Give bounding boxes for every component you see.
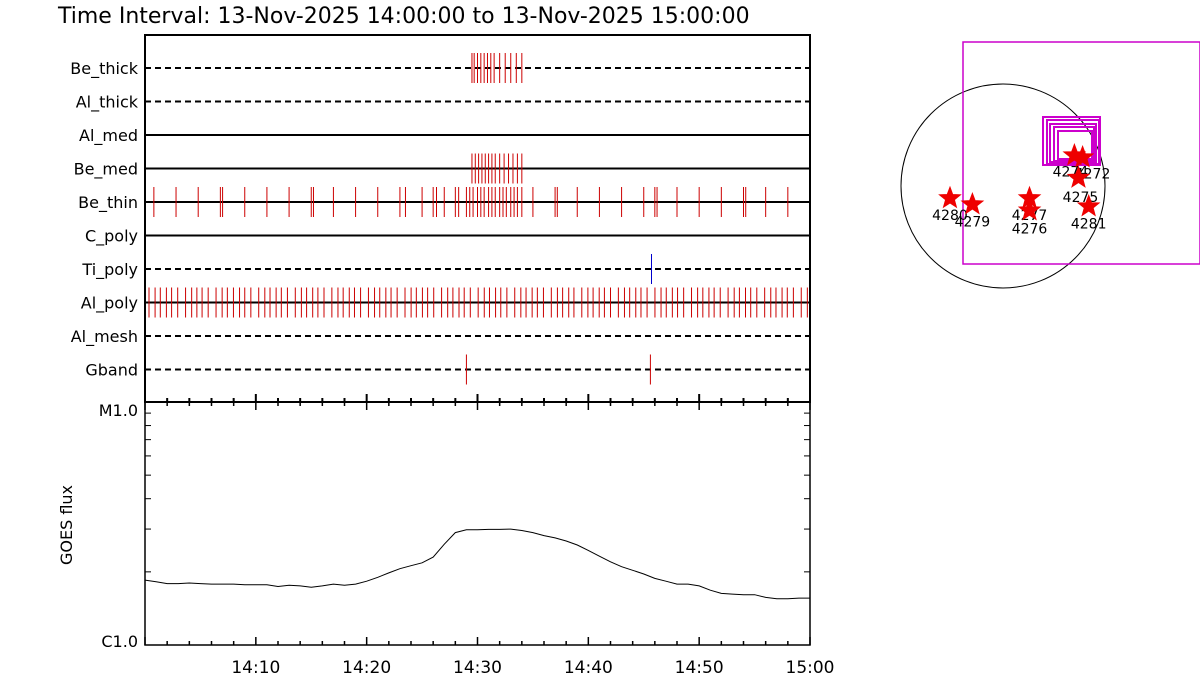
- row-label-be_med: Be_med: [74, 160, 138, 180]
- region-label: 4276: [1012, 221, 1048, 237]
- fov-box: [962, 41, 1200, 265]
- title-text: Time Interval: 13-Nov-2025 14:00:00 to 1…: [57, 4, 750, 29]
- row-label-ti_poly: Ti_poly: [81, 260, 138, 280]
- row-label-be_thick: Be_thick: [70, 59, 138, 79]
- region-star-icon: [960, 191, 985, 215]
- region-star-icon: [938, 185, 962, 209]
- row-label-al_med: Al_med: [79, 126, 138, 146]
- fov-box: [1046, 119, 1100, 165]
- solar-limb: [900, 83, 1106, 289]
- row-label-al_thick: Al_thick: [76, 93, 139, 113]
- row-label-gband: Gband: [85, 361, 138, 380]
- region-star-icon: [1070, 144, 1095, 168]
- goes-flux-chart: M1.0 C1.0 GOES flux 14:10 14:20 14:30 14:40 14:…: [57, 401, 835, 678]
- y-axis-label: GOES flux: [57, 485, 76, 565]
- xtick-label: 14:40: [564, 658, 613, 678]
- region-label: 4280: [932, 208, 968, 224]
- timeline-chart: Be_thick Al_thick Al_med Be_med Be_thin C_pol…: [70, 34, 811, 403]
- region-star-icon: [1017, 198, 1042, 221]
- xtick-label: 14:30: [453, 658, 502, 678]
- xtick-label: 15:00: [786, 658, 835, 678]
- region-label: 4281: [1071, 216, 1107, 232]
- row-label-be_thin: Be_thin: [78, 193, 138, 213]
- ytick-label: M1.0: [99, 401, 138, 420]
- timeline-frame: [144, 34, 811, 403]
- xtick-label: 14:10: [231, 658, 280, 678]
- row-label-al_mesh: Al_mesh: [71, 327, 138, 347]
- xtick-label: 14:50: [675, 658, 724, 678]
- region-star-icon: [1066, 165, 1091, 188]
- row-label-c_poly: C_poly: [85, 227, 138, 247]
- ytick-label: C1.0: [101, 632, 138, 651]
- xtick-label: 14:20: [342, 658, 391, 678]
- goes-flux-line: [144, 528, 810, 600]
- goes-frame: [144, 401, 811, 646]
- region-label: 4279: [955, 214, 991, 230]
- fov-box: [1053, 126, 1095, 162]
- region-label: 4277: [1012, 208, 1048, 224]
- row-label-al_poly: Al_poly: [81, 294, 138, 314]
- region-star-icon: [1076, 193, 1101, 217]
